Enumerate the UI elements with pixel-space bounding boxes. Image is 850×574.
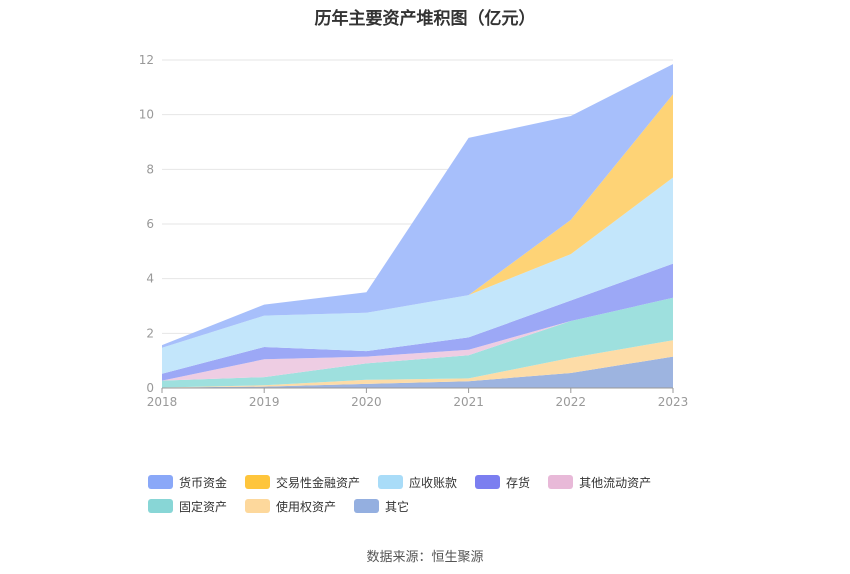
area-series-应收账款 bbox=[162, 177, 673, 374]
legend-item-其他流动资产[interactable]: 其他流动资产 bbox=[548, 474, 651, 490]
legend-label: 其他流动资产 bbox=[579, 475, 652, 490]
area-series-交易性金融资产 bbox=[162, 94, 673, 348]
y-tick-label: 12 bbox=[139, 53, 154, 67]
legend-item-交易性金融资产[interactable]: 交易性金融资产 bbox=[245, 474, 360, 490]
x-tick-label: 2018 bbox=[147, 395, 178, 409]
legend-item-货币资金[interactable]: 货币资金 bbox=[148, 474, 227, 490]
legend-swatch bbox=[245, 475, 271, 489]
legend-item-应收账款[interactable]: 应收账款 bbox=[378, 474, 457, 490]
legend-swatch bbox=[548, 475, 574, 489]
area-series-存货 bbox=[162, 263, 673, 381]
legend-label: 交易性金融资产 bbox=[276, 475, 361, 490]
x-tick-label: 2022 bbox=[556, 395, 587, 409]
legend-item-其它[interactable]: 其它 bbox=[354, 498, 409, 514]
x-tick-label: 2021 bbox=[453, 395, 484, 409]
legend-swatch bbox=[354, 499, 380, 513]
y-tick-label: 10 bbox=[139, 108, 154, 122]
legend-item-使用权资产[interactable]: 使用权资产 bbox=[245, 498, 336, 514]
area-series-其它 bbox=[162, 356, 673, 388]
y-tick-label: 4 bbox=[146, 272, 154, 286]
x-tick-label: 2023 bbox=[658, 395, 689, 409]
legend-swatch bbox=[475, 475, 501, 489]
legend-swatch bbox=[148, 499, 173, 513]
x-tick-label: 2019 bbox=[249, 395, 280, 409]
axes: 0 2 4 6 8 10 12 2018 2019 2020 2021 2022 2023 bbox=[139, 53, 689, 409]
data-source-note: 数据来源：恒生聚源 bbox=[366, 550, 484, 565]
legend-label: 应收账款 bbox=[409, 475, 458, 490]
y-tick-label: 2 bbox=[146, 326, 154, 340]
y-tick-label: 6 bbox=[146, 217, 154, 231]
area-series-其他流动资产 bbox=[162, 297, 673, 381]
y-tick-label: 0 bbox=[146, 381, 154, 395]
legend-label: 使用权资产 bbox=[276, 499, 337, 514]
legend-swatch bbox=[148, 475, 173, 489]
area-series-group bbox=[162, 64, 673, 388]
x-tick-label: 2020 bbox=[351, 395, 382, 409]
legend-item-存货[interactable]: 存货 bbox=[475, 474, 530, 490]
chart-title: 历年主要资产堆积图（亿元） bbox=[314, 9, 536, 29]
legend-label: 固定资产 bbox=[179, 499, 228, 514]
area-series-使用权资产 bbox=[162, 340, 673, 388]
legend: 货币资金 交易性金融资产 应收账款 存货 其他流动资产固定资产 使用权资产 其它 bbox=[148, 474, 748, 514]
y-tick-label: 8 bbox=[146, 162, 154, 176]
legend-item-固定资产[interactable]: 固定资产 bbox=[148, 498, 227, 514]
legend-swatch bbox=[245, 499, 271, 513]
legend-label: 存货 bbox=[506, 475, 531, 490]
legend-label: 货币资金 bbox=[179, 475, 228, 490]
legend-label: 其它 bbox=[385, 499, 410, 514]
area-series-货币资金 bbox=[162, 64, 673, 348]
legend-swatch bbox=[378, 475, 404, 489]
area-series-固定资产 bbox=[162, 297, 673, 388]
